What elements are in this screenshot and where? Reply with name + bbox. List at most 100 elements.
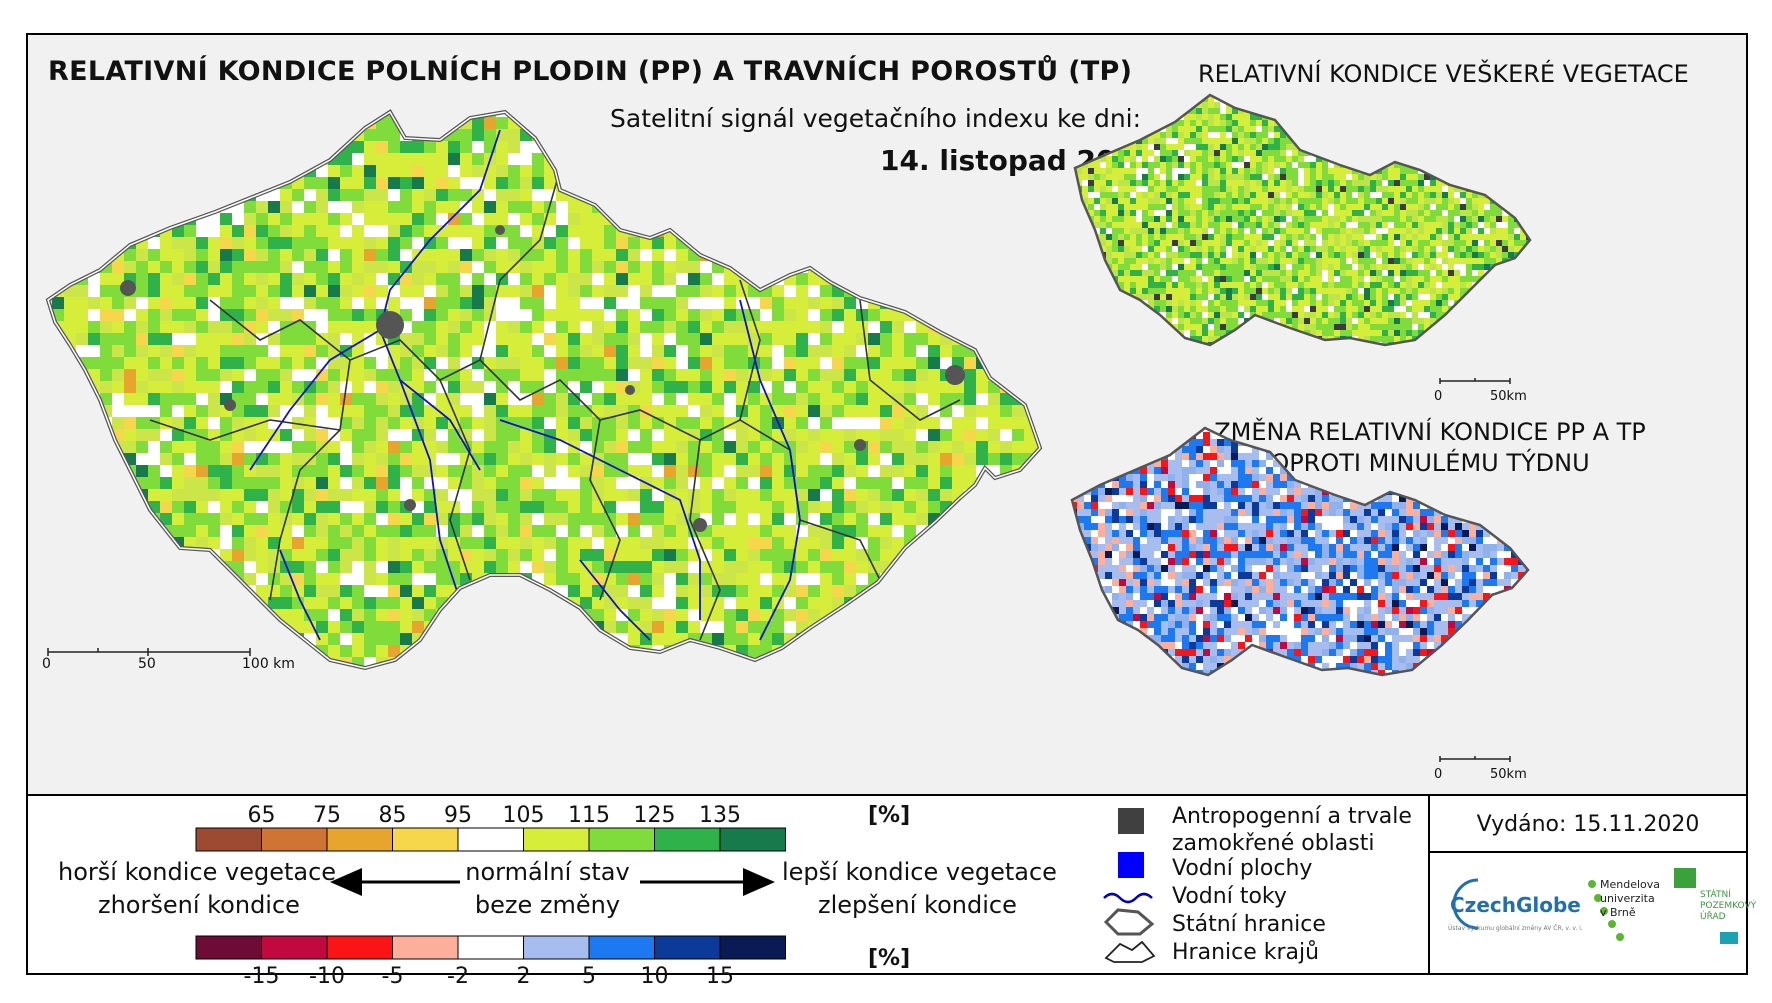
- vegetation-map-cell: [1520, 95, 1526, 96]
- vegetation-map-cell: [1232, 120, 1238, 126]
- vegetation-map-cell: [1406, 174, 1412, 180]
- main-map-cell: [808, 381, 820, 393]
- main-map-cell: [136, 417, 148, 429]
- vegetation-map-cell: [1142, 210, 1148, 216]
- vegetation-map-cell: [1472, 198, 1478, 204]
- vegetation-map-cell: [1292, 126, 1298, 132]
- vegetation-map-cell: [1075, 114, 1076, 120]
- main-map-cell: [940, 633, 952, 645]
- main-map-cell: [664, 297, 676, 309]
- vegetation-map-cell: [1412, 114, 1418, 120]
- vegetation-map-cell: [1075, 132, 1076, 138]
- main-map-cell: [196, 237, 208, 249]
- main-map-cell: [496, 237, 508, 249]
- main-map-cell: [688, 345, 700, 357]
- main-map-cell: [88, 333, 100, 345]
- main-map-cell: [340, 609, 352, 621]
- main-map-cell: [952, 189, 964, 201]
- vegetation-map-cell: [1232, 132, 1238, 138]
- main-map-cell: [148, 297, 160, 309]
- vegetation-map-cell: [1160, 114, 1166, 120]
- vegetation-map-cell: [1190, 204, 1196, 210]
- main-map-cell: [664, 237, 676, 249]
- vegetation-map-cell: [1298, 126, 1304, 132]
- main-map-cell: [808, 573, 820, 585]
- vegetation-map-cell: [1508, 162, 1514, 168]
- main-map-cell: [436, 501, 448, 513]
- main-map-cell: [196, 189, 208, 201]
- main-map-cell: [220, 621, 232, 633]
- main-map-cell: [76, 669, 88, 681]
- main-map-cell: [160, 129, 172, 141]
- main-map-cell: [748, 117, 760, 129]
- main-map-cell: [100, 285, 112, 297]
- main-map-cell: [748, 453, 760, 465]
- vegetation-map-cell: [1436, 96, 1442, 102]
- main-map-cell: [868, 369, 880, 381]
- main-map-cell: [688, 201, 700, 213]
- main-map-cell: [688, 381, 700, 393]
- main-map-cell: [856, 225, 868, 237]
- main-map-cell: [208, 273, 220, 285]
- main-map-cell: [796, 237, 808, 249]
- main-map-cell: [592, 513, 604, 525]
- main-map-cell: [316, 405, 328, 417]
- vegetation-map-cell: [1166, 222, 1172, 228]
- main-map-cell: [388, 345, 400, 357]
- main-map-cell: [1036, 297, 1040, 309]
- main-map-cell: [52, 549, 64, 561]
- main-map-cell: [256, 525, 268, 537]
- main-map-cell: [112, 381, 124, 393]
- main-map-cell: [928, 213, 940, 225]
- main-map-cell: [940, 225, 952, 237]
- main-map-cell: [400, 213, 412, 225]
- vegetation-map-cell: [1520, 144, 1526, 150]
- main-map-cell: [472, 633, 484, 645]
- vegetation-map-cell: [1346, 96, 1352, 102]
- vegetation-map-cell: [1094, 204, 1100, 210]
- main-map-cell: [808, 189, 820, 201]
- main-map-cell: [844, 213, 856, 225]
- main-map-cell: [736, 633, 748, 645]
- main-map-cell: [1036, 609, 1040, 621]
- main-map-cell: [136, 465, 148, 477]
- main-map-cell: [664, 129, 676, 141]
- main-map-cell: [184, 225, 196, 237]
- vegetation-map-cell: [1268, 96, 1274, 102]
- vegetation-map-cell: [1502, 126, 1508, 132]
- main-map-cell: [772, 237, 784, 249]
- main-map-cell: [676, 141, 688, 153]
- main-map-cell: [904, 489, 916, 501]
- main-map-cell: [676, 549, 688, 561]
- main-map-cell: [48, 201, 52, 213]
- vegetation-map-cell: [1280, 162, 1286, 168]
- main-map-cell: [652, 201, 664, 213]
- main-map-cell: [928, 345, 940, 357]
- vegetation-map-cell: [1442, 144, 1448, 150]
- main-map-cell: [832, 405, 844, 417]
- vegetation-map-cell: [1346, 192, 1352, 198]
- main-map-cell: [880, 609, 892, 621]
- vegetation-map-cell: [1202, 216, 1208, 222]
- main-map-cell: [328, 369, 340, 381]
- main-map-cell: [712, 177, 724, 189]
- main-map-cell: [376, 549, 388, 561]
- main-map-cell: [280, 537, 292, 549]
- main-map-cell: [184, 369, 196, 381]
- main-map-cell: [400, 441, 412, 453]
- main-map-cell: [628, 621, 640, 633]
- main-map-cell: [724, 597, 736, 609]
- main-map-cell: [844, 489, 856, 501]
- main-map-cell: [664, 597, 676, 609]
- main-map-cell: [400, 561, 412, 573]
- vegetation-map-cell: [1208, 198, 1214, 204]
- main-map-cell: [376, 489, 388, 501]
- main-map-cell: [640, 141, 652, 153]
- vegetation-map-cell: [1262, 138, 1268, 144]
- main-map-cell: [556, 201, 568, 213]
- main-map-cell: [292, 309, 304, 321]
- main-map-cell: [736, 333, 748, 345]
- main-map-cell: [676, 153, 688, 165]
- main-map-cell: [1036, 477, 1040, 489]
- main-map-cell: [868, 189, 880, 201]
